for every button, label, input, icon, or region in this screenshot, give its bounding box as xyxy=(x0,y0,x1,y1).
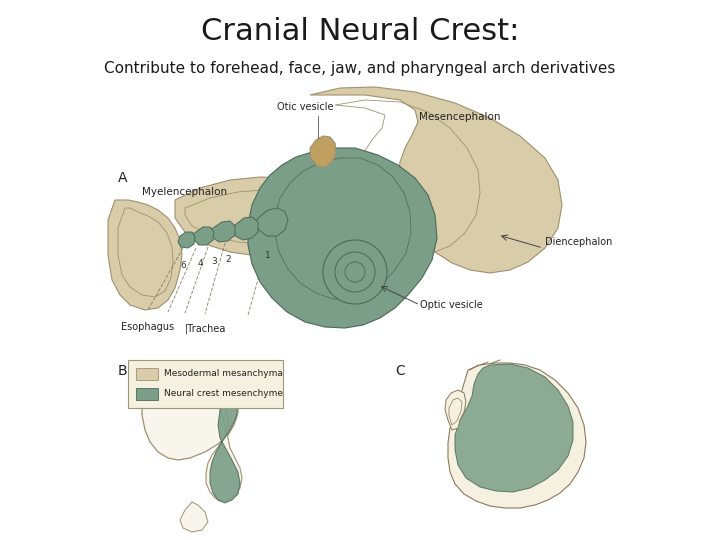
Text: Neural crest mesenchyme: Neural crest mesenchyme xyxy=(164,389,283,399)
Text: B: B xyxy=(118,364,127,378)
Polygon shape xyxy=(210,221,235,242)
Polygon shape xyxy=(180,502,208,532)
Polygon shape xyxy=(193,227,214,245)
Circle shape xyxy=(323,240,387,304)
Polygon shape xyxy=(310,136,336,167)
Polygon shape xyxy=(248,148,437,328)
Polygon shape xyxy=(445,390,466,430)
Polygon shape xyxy=(142,365,238,460)
Text: A: A xyxy=(118,171,127,185)
Text: Esophagus: Esophagus xyxy=(122,322,174,332)
Polygon shape xyxy=(206,400,242,501)
Polygon shape xyxy=(178,232,195,248)
Polygon shape xyxy=(165,366,240,503)
Polygon shape xyxy=(448,363,586,508)
Polygon shape xyxy=(455,364,573,492)
Text: 1: 1 xyxy=(265,251,271,260)
Bar xyxy=(136,368,158,380)
Text: Otic vesicle: Otic vesicle xyxy=(276,102,333,112)
Text: Mesencephalon: Mesencephalon xyxy=(419,112,500,122)
Text: C: C xyxy=(395,364,405,378)
Text: Cranial Neural Crest:: Cranial Neural Crest: xyxy=(201,17,519,46)
Polygon shape xyxy=(175,177,358,256)
Text: |Trachea: |Trachea xyxy=(184,324,225,334)
Text: 4: 4 xyxy=(197,259,203,268)
Polygon shape xyxy=(230,217,258,240)
Text: Contribute to forehead, face, jaw, and pharyngeal arch derivatives: Contribute to forehead, face, jaw, and p… xyxy=(104,60,616,76)
Bar xyxy=(136,388,158,400)
Text: Optic vesicle: Optic vesicle xyxy=(420,300,482,310)
Text: 6: 6 xyxy=(180,261,186,270)
Text: 2: 2 xyxy=(225,255,231,264)
Polygon shape xyxy=(108,200,182,310)
Text: Myelencephalon: Myelencephalon xyxy=(143,187,228,197)
Bar xyxy=(128,360,283,408)
Text: Diencephalon: Diencephalon xyxy=(545,237,613,247)
Polygon shape xyxy=(310,87,562,273)
Polygon shape xyxy=(256,208,288,236)
Text: Mesodermal mesanchyma: Mesodermal mesanchyma xyxy=(164,369,283,379)
Text: 3: 3 xyxy=(211,257,217,266)
